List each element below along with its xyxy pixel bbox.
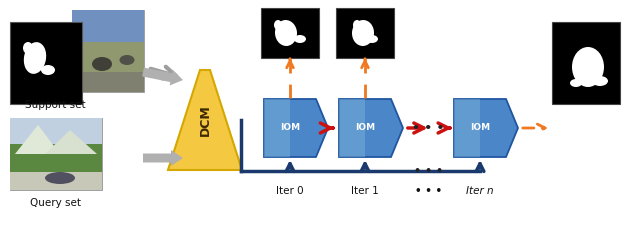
Text: Iter 1: Iter 1 (351, 186, 379, 196)
Text: Iter n: Iter n (466, 186, 494, 196)
Ellipse shape (92, 57, 112, 71)
Ellipse shape (274, 20, 282, 30)
Ellipse shape (592, 76, 608, 86)
Bar (552, 22, 620, 104)
Polygon shape (454, 99, 518, 157)
Text: IOM: IOM (470, 124, 490, 132)
Bar (72, 72, 144, 92)
Bar (10, 144, 102, 174)
Text: Query set: Query set (31, 198, 81, 208)
Polygon shape (45, 130, 97, 154)
Polygon shape (339, 99, 403, 157)
Bar (261, 8, 319, 58)
Text: IOM: IOM (355, 124, 375, 132)
Polygon shape (454, 99, 480, 157)
Ellipse shape (570, 79, 582, 87)
Ellipse shape (352, 20, 374, 46)
Text: • • •: • • • (412, 122, 445, 134)
Bar (10, 22, 82, 104)
Ellipse shape (366, 35, 378, 43)
Bar (72, 42, 144, 72)
Bar (336, 8, 394, 58)
Polygon shape (142, 68, 183, 86)
Polygon shape (339, 99, 365, 157)
Ellipse shape (45, 172, 75, 184)
Text: IOM: IOM (280, 124, 300, 132)
Polygon shape (15, 125, 60, 154)
Text: Iter 0: Iter 0 (276, 186, 304, 196)
Ellipse shape (23, 42, 33, 54)
Bar (10, 118, 102, 154)
Bar (72, 10, 144, 92)
Text: • • •: • • • (414, 166, 443, 176)
Ellipse shape (120, 55, 134, 65)
Polygon shape (168, 70, 242, 170)
Ellipse shape (275, 20, 297, 46)
Ellipse shape (24, 42, 46, 74)
Bar (10, 118, 102, 190)
Text: DCM: DCM (198, 104, 211, 136)
Text: • • •: • • • (415, 186, 442, 196)
Polygon shape (264, 99, 290, 157)
Text: Support set: Support set (25, 100, 85, 110)
Ellipse shape (353, 20, 361, 30)
Ellipse shape (572, 47, 604, 87)
Bar (10, 172, 102, 190)
Ellipse shape (294, 35, 306, 43)
Bar (72, 10, 144, 42)
Polygon shape (264, 99, 328, 157)
Ellipse shape (41, 65, 55, 75)
Polygon shape (143, 150, 183, 166)
